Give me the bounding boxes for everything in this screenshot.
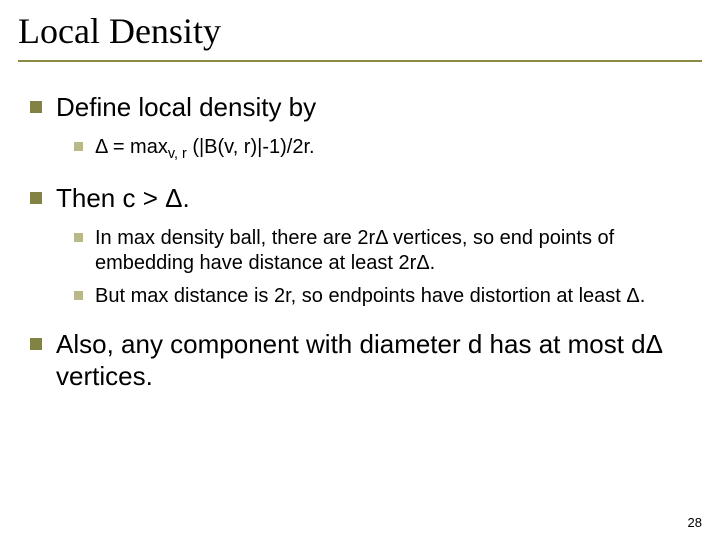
bullet-text: In max density ball, there are 2rΔ verti… — [95, 226, 690, 276]
sub-bullet-group: Δ = maxv, r (|B(v, r)|-1)/2r. — [74, 135, 690, 163]
bullet-l2: But max distance is 2r, so endpoints hav… — [74, 284, 690, 309]
sub-bullet-group: In max density ball, there are 2rΔ verti… — [74, 226, 690, 309]
bullet-text: Then c > Δ. — [56, 183, 190, 214]
page-number: 28 — [688, 515, 702, 530]
square-bullet-icon — [30, 192, 42, 204]
title-area: Local Density — [0, 0, 720, 58]
bullet-l1: Define local density by — [30, 92, 690, 123]
square-bullet-icon — [30, 101, 42, 113]
slide: Local Density Define local density by Δ … — [0, 0, 720, 540]
slide-content: Define local density by Δ = maxv, r (|B(… — [0, 62, 720, 392]
square-bullet-icon — [74, 233, 83, 242]
square-bullet-icon — [74, 142, 83, 151]
square-bullet-icon — [74, 291, 83, 300]
slide-title: Local Density — [18, 10, 702, 52]
bullet-l1: Then c > Δ. — [30, 183, 690, 214]
bullet-text: Δ = maxv, r (|B(v, r)|-1)/2r. — [95, 135, 315, 163]
bullet-text: But max distance is 2r, so endpoints hav… — [95, 284, 645, 309]
square-bullet-icon — [30, 338, 42, 350]
bullet-l1: Also, any component with diameter d has … — [30, 329, 690, 391]
bullet-text: Also, any component with diameter d has … — [56, 329, 690, 391]
bullet-l2: In max density ball, there are 2rΔ verti… — [74, 226, 690, 276]
bullet-l2: Δ = maxv, r (|B(v, r)|-1)/2r. — [74, 135, 690, 163]
bullet-text: Define local density by — [56, 92, 316, 123]
